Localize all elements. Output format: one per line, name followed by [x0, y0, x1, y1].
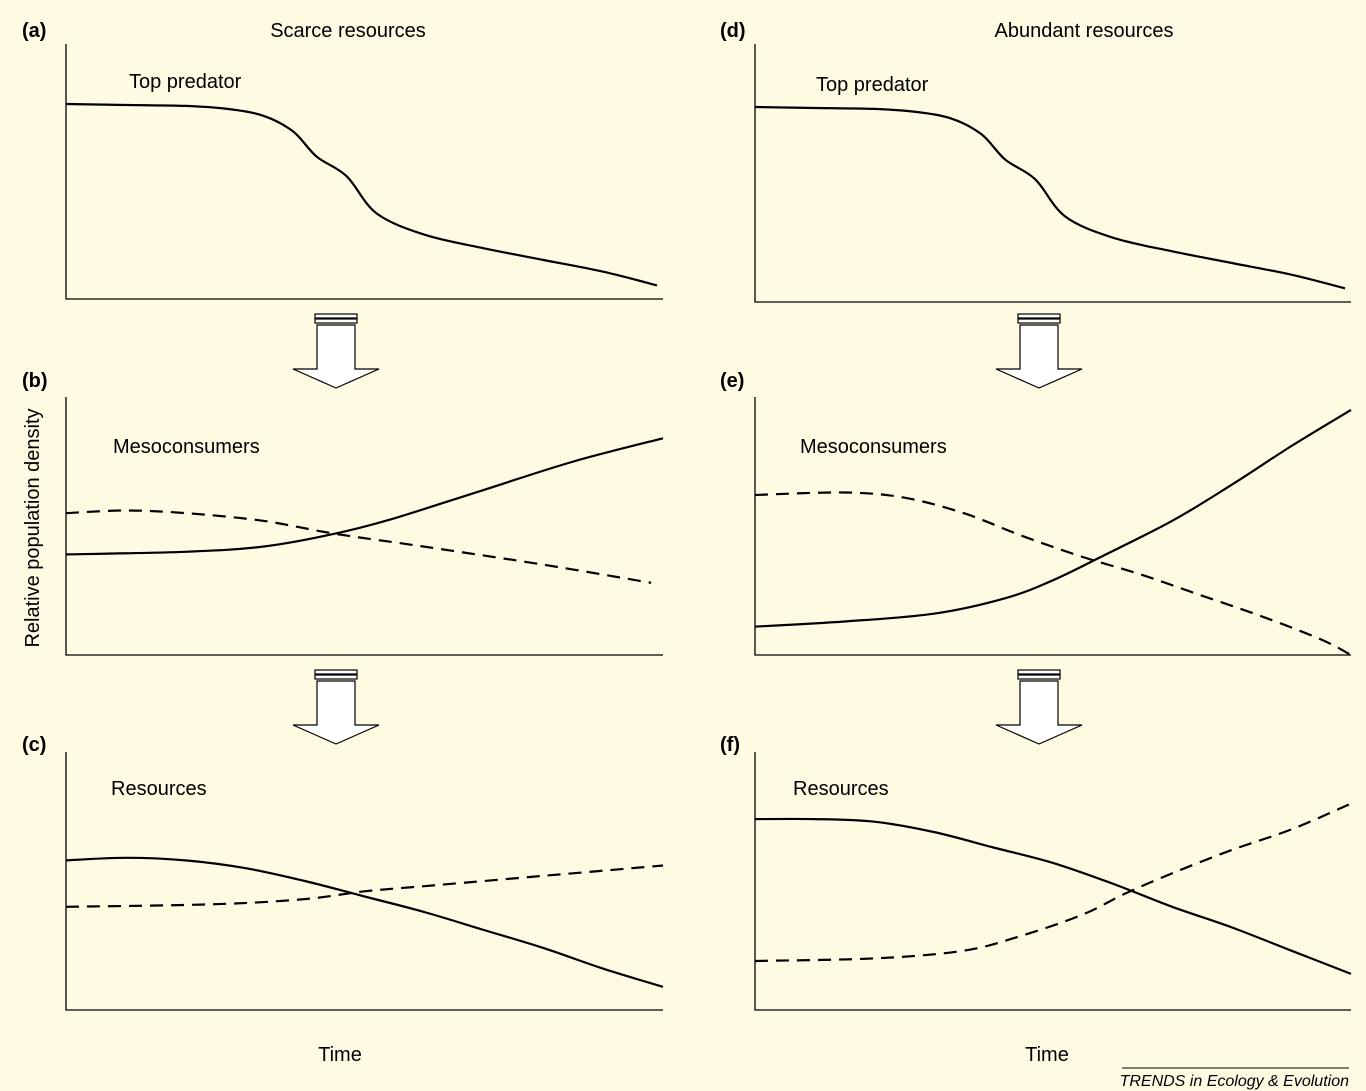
panel-b-solid-line: [65, 437, 664, 556]
label-resources-c: Resources: [111, 778, 207, 800]
panel-b-mesoconsumers-scarce: [65, 397, 664, 656]
column-title-abundant: Abundant resources: [994, 20, 1173, 42]
label-mesoconsumers-e: Mesoconsumers: [800, 436, 947, 458]
panel-b-dashed-line: [65, 509, 652, 584]
panel-d-top-predator-abundant: [754, 44, 1351, 303]
panel-c-solid-line: [65, 856, 664, 988]
panel-c-dashed-line: [65, 864, 664, 908]
y-axis-label: Relative population density: [22, 408, 44, 647]
arrow-d-to-e: [995, 313, 1083, 389]
panel-f-resources-abundant: [754, 752, 1352, 1011]
label-top-predator-a: Top predator: [129, 71, 242, 93]
column-title-scarce: Scarce resources: [270, 20, 426, 42]
x-axis-label-right: Time: [1025, 1044, 1069, 1066]
label-mesoconsumers-b: Mesoconsumers: [113, 436, 260, 458]
panel-a-solid-line: [65, 102, 658, 287]
panel-c-axes: [65, 752, 663, 1011]
panel-a-axes: [65, 44, 663, 300]
panel-letter-c: (c): [22, 734, 46, 756]
panel-f-dashed-line: [754, 802, 1352, 963]
panel-f-axes: [754, 752, 1351, 1011]
arrow-e-to-f: [995, 669, 1083, 745]
panel-d-axes: [754, 44, 1351, 303]
panel-letter-d: (d): [720, 20, 746, 42]
panel-letter-a: (a): [22, 20, 46, 42]
panel-f-solid-line: [754, 817, 1352, 975]
label-top-predator-d: Top predator: [816, 74, 929, 96]
panel-b-axes: [65, 397, 663, 656]
x-axis-label-left: Time: [318, 1044, 362, 1066]
panel-letter-f: (f): [720, 734, 740, 756]
panel-letter-e: (e): [720, 370, 744, 392]
panel-letter-b: (b): [22, 370, 48, 392]
arrow-b-to-c: [292, 669, 380, 745]
panel-e-solid-line: [754, 408, 1352, 628]
panel-a-top-predator-scarce: [65, 44, 663, 300]
label-resources-f: Resources: [793, 778, 889, 800]
credit-text: TRENDS in Ecology & Evolution: [1120, 1073, 1350, 1090]
panel-d-solid-line: [754, 105, 1346, 290]
panel-c-resources-scarce: [65, 752, 664, 1011]
panel-e-mesoconsumers-abundant: [754, 397, 1352, 656]
arrow-a-to-b: [292, 313, 380, 389]
panel-e-axes: [754, 397, 1351, 656]
